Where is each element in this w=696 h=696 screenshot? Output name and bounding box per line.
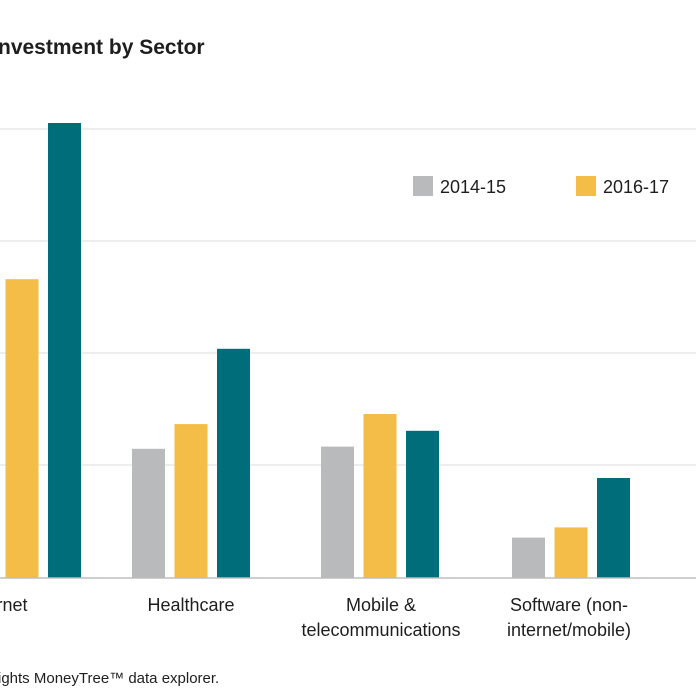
x-tick-label-1: Healthcare	[147, 595, 234, 615]
bar-s2-c0	[48, 123, 81, 578]
bar-s2-c3	[597, 478, 630, 578]
chart-title: nvestment by Sector	[0, 36, 205, 59]
bar-s1-c0	[5, 279, 39, 578]
legend-label-0: 2014-15	[440, 177, 506, 197]
bar-s0-c3	[512, 537, 545, 578]
bar-s2-c1	[217, 348, 250, 578]
bar-s1-c3	[554, 527, 588, 578]
x-tick-label-3: Software (non-internet/mobile)	[507, 595, 631, 640]
bar-s0-c1	[132, 448, 165, 578]
bar-s0-c2	[321, 446, 354, 578]
source-note: ights MoneyTree™ data explorer.	[0, 670, 219, 687]
legend-swatch-1	[576, 176, 596, 196]
bar-s1-c1	[174, 424, 208, 578]
legend-swatch-0	[413, 176, 433, 196]
bar-s1-c2	[363, 414, 397, 578]
x-tick-label-0: rnet	[0, 595, 28, 615]
legend: 2014-15 2016-17	[413, 176, 669, 197]
y-axis-fragment: :	[0, 84, 1, 104]
bars	[5, 123, 630, 578]
bar-s2-c2	[406, 430, 439, 578]
x-tick-label-2: Mobile & telecommunications	[301, 595, 460, 640]
legend-label-1: 2016-17	[603, 177, 669, 197]
x-tick-labels: rnet Healthcare Mobile &telecommunications…	[0, 595, 631, 640]
